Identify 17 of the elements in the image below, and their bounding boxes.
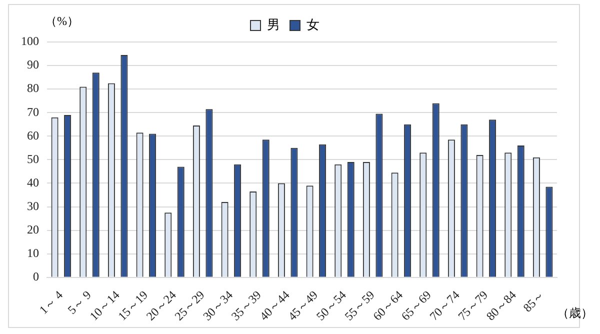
y-tick-label: 80 bbox=[27, 81, 39, 96]
y-tick-label: 40 bbox=[27, 175, 39, 190]
y-tick-label: 70 bbox=[27, 104, 39, 119]
y-tick-label: 50 bbox=[27, 152, 39, 166]
x-axis-title: （歳） bbox=[557, 305, 593, 322]
y-tick-label: 100 bbox=[21, 34, 39, 48]
legend-label: 女 bbox=[306, 18, 320, 33]
y-tick-label: 90 bbox=[27, 58, 39, 72]
y-tick-label: 20 bbox=[27, 222, 39, 236]
y-tick-label: 0 bbox=[33, 270, 39, 284]
y-tick-label: 60 bbox=[27, 128, 39, 142]
y-tick-label: 10 bbox=[27, 246, 39, 260]
y-axis-title: （%） bbox=[45, 13, 79, 30]
x-tick-label: 1～ 4 bbox=[36, 288, 66, 317]
x-tick-label: 85～ bbox=[520, 288, 548, 315]
legend-label: 男 bbox=[267, 18, 280, 33]
y-tick-label: 30 bbox=[27, 198, 39, 213]
